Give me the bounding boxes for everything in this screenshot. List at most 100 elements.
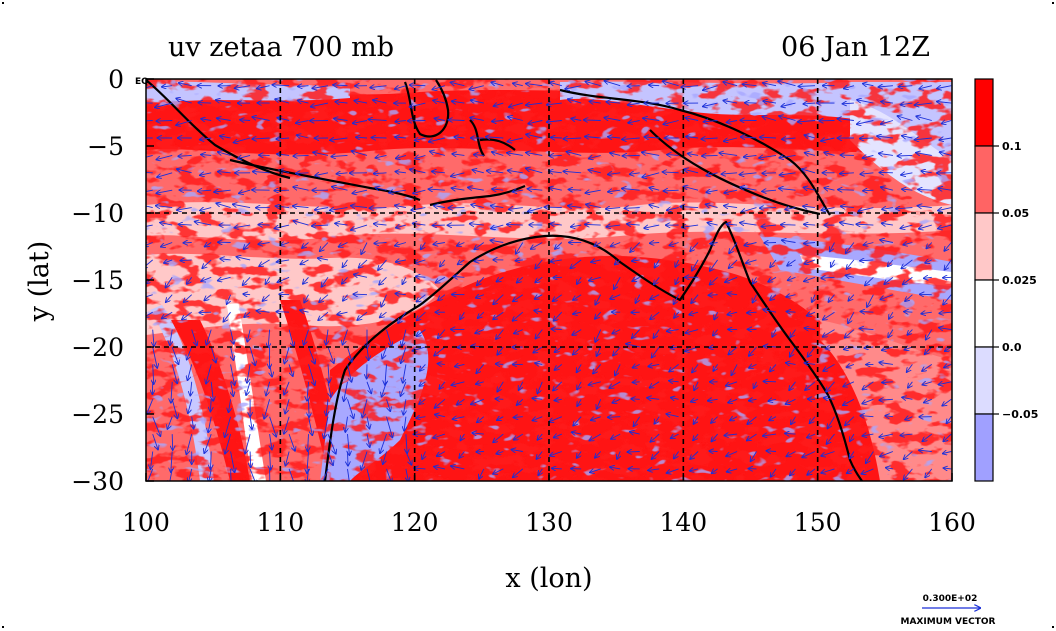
wind-vector [840,173,854,174]
wind-vector [337,312,348,314]
wind-vector [573,294,582,300]
wind-vector [156,154,173,159]
wind-vector [606,225,621,227]
wind-vector [730,417,738,421]
wind-vector [586,204,601,209]
wind-vector [474,242,485,250]
vector-key-value: 0.300E+02 [923,594,978,604]
wind-vector [547,121,562,123]
wind-vector [555,346,563,352]
wind-vector [171,451,172,473]
wind-vector [749,364,757,368]
wind-vector [628,103,640,105]
wind-vector [767,451,777,452]
wind-vector [476,295,484,298]
wind-vector [475,330,484,334]
x-tick-label-120: 120 [391,508,439,537]
wind-vector [786,451,796,457]
wind-vector [302,242,309,249]
wind-vector [674,294,679,304]
wind-vector [182,311,192,319]
wind-vector [266,381,271,396]
wind-vector [551,138,562,139]
wind-vector [826,381,835,392]
wind-vector [455,364,465,366]
wind-vector [858,207,874,212]
wind-vector [172,434,173,450]
wind-vector [288,364,293,376]
wind-vector [440,259,446,267]
wind-vector [312,86,329,89]
wind-vector [642,172,660,178]
wind-vector [471,398,484,404]
wind-vector [452,188,465,190]
wind-vector [584,120,601,121]
wind-vector [770,364,777,371]
wind-vector [343,329,348,345]
wind-vector [337,173,348,174]
wind-vector [943,433,952,441]
wind-vector [378,259,387,270]
wind-vector [496,364,504,365]
wind-vector [162,86,173,87]
wind-vector [804,135,816,138]
wind-vector [821,138,835,141]
vector-key-label: MAXIMUM VECTOR [900,617,995,627]
wind-vector [470,224,484,225]
wind-vector [824,152,835,155]
coast-borneo [403,79,450,138]
wind-vector [491,82,504,87]
wind-vector [947,416,952,424]
wind-vector [402,277,406,284]
wind-vector [420,364,426,370]
wind-vector [473,170,484,173]
wind-vector [701,138,718,139]
wind-vector [719,153,738,156]
wind-vector [606,102,621,103]
wind-vector [304,294,309,303]
wind-vector [230,468,232,481]
wind-vector [763,101,777,103]
wind-vector [714,312,717,319]
wind-vector [861,468,874,474]
wind-vector [864,243,874,246]
wind-vector [492,152,504,156]
wind-vector [630,173,640,175]
wind-vector [404,416,406,431]
wind-vector [552,468,562,469]
wind-vector [888,329,894,338]
wind-vector [223,311,231,322]
wind-vector [860,416,874,417]
wind-vector [326,399,328,415]
wind-vector [351,206,368,208]
wind-vector [612,399,621,403]
wind-vector [370,86,387,88]
wind-vector [478,311,485,318]
wind-vector [554,311,563,321]
wind-vector [747,312,757,313]
wind-vector [214,190,231,192]
wind-vector [218,172,231,173]
wind-vector [269,416,277,437]
wind-vector [369,119,387,120]
wind-vector [655,259,660,268]
wind-vector [200,208,212,211]
wind-vector [549,188,562,191]
wind-vector [308,416,313,436]
wind-vector [354,274,368,277]
wind-vector [395,86,407,89]
wind-vector [938,208,952,211]
wind-vector [790,468,796,476]
wind-vector [863,155,874,158]
wind-vector [704,121,718,122]
wind-vector [610,153,621,155]
wind-vector [908,381,913,388]
coast-sumatra [146,79,291,180]
wind-vector [146,154,153,158]
wind-vector [191,329,197,346]
wind-vector [508,170,523,172]
wind-vector [513,190,523,192]
wind-vector [643,118,660,120]
wind-vector [516,242,524,254]
wind-vector [787,259,796,266]
